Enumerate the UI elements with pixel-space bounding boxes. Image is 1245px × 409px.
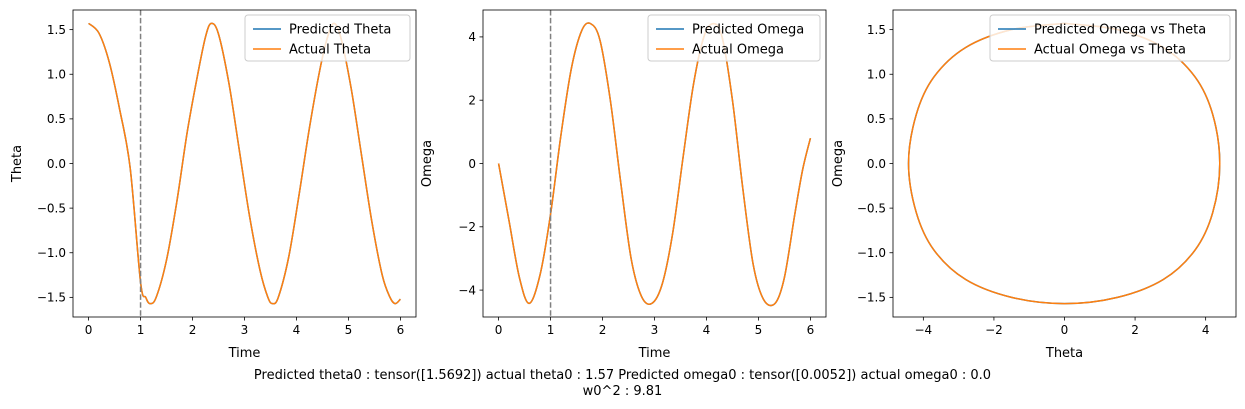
x-tick-label: −4: [914, 323, 932, 337]
y-tick-label: −1.5: [37, 291, 66, 305]
x-tick-label: 0: [85, 323, 93, 337]
y-tick-label: −1.0: [857, 246, 886, 260]
x-tick-label: 4: [703, 323, 711, 337]
x-tick-label: 0: [1061, 323, 1069, 337]
y-tick-label: −4: [458, 283, 476, 297]
legend: Predicted Theta Actual Theta: [244, 14, 411, 62]
chart-panel-1: 0 1 2 3 4 5 6 1.5 1.0 0.5 0.0 −0.5 −1.0 −1.5 Time Theta…: [10, 9, 417, 361]
legend-label: Actual Theta: [289, 43, 371, 58]
x-tick-label: 4: [1202, 323, 1210, 337]
legend-box: [989, 14, 1231, 62]
x-axis-label: Time: [638, 346, 671, 361]
chart-panel-3: −4 −2 0 2 4 1.5 1.0 0.5 0.0 −0.5 −1.0 −1.5 Theta Omeg…: [831, 9, 1237, 361]
y-tick-label: 2: [468, 94, 476, 108]
y-tick-label: −1.5: [857, 291, 886, 305]
y-tick-label: 1.5: [47, 23, 66, 37]
y-tick-label: −1.0: [37, 246, 66, 260]
x-axis-label: Theta: [1045, 346, 1083, 361]
chart-panel-2: 0 1 2 3 4 5 6 4 2 0 −2 −4 Time Omega Predicted Omega Ac…: [420, 9, 827, 361]
x-tick-label: 3: [651, 323, 659, 337]
y-tick-label: 0.5: [47, 112, 66, 126]
y-axis-label: Omega: [831, 140, 846, 187]
legend-label: Actual Omega vs Theta: [1034, 43, 1186, 58]
series-line-actual: [907, 22, 1221, 305]
x-axis-label: Time: [228, 346, 261, 361]
legend-box: [244, 14, 411, 62]
x-tick-label: 2: [1131, 323, 1139, 337]
y-tick-label: 0: [468, 157, 476, 171]
legend-label: Predicted Omega: [692, 23, 804, 38]
x-tick-label: 5: [345, 323, 353, 337]
x-tick-label: −2: [985, 323, 1003, 337]
y-tick-label: −0.5: [37, 201, 66, 215]
x-tick-label: 6: [807, 323, 815, 337]
y-tick-label: 0.0: [47, 157, 66, 171]
series-line-predicted: [88, 22, 401, 305]
x-tick-label: 4: [293, 323, 301, 337]
legend-box: [647, 14, 821, 62]
legend: Predicted Omega Actual Omega: [647, 14, 821, 62]
x-tick-label: 1: [547, 323, 555, 337]
legend: Predicted Omega vs Theta Actual Omega vs …: [989, 14, 1231, 62]
x-tick-label: 6: [397, 323, 405, 337]
series-line-actual: [88, 22, 401, 305]
x-tick-label: 2: [189, 323, 197, 337]
legend-label: Predicted Theta: [289, 23, 391, 38]
y-tick-label: −0.5: [857, 201, 886, 215]
y-axis-label: Theta: [10, 145, 25, 183]
y-tick-label: 1.0: [867, 68, 886, 82]
x-tick-label: 2: [599, 323, 607, 337]
y-tick-label: −2: [458, 220, 476, 234]
y-tick-label: 1.0: [47, 68, 66, 82]
x-tick-label: 1: [137, 323, 145, 337]
x-tick-label: 5: [755, 323, 763, 337]
x-tick-label: 3: [241, 323, 249, 337]
series-line-predicted: [497, 22, 812, 307]
y-tick-label: 4: [468, 30, 476, 44]
caption-line-2: w0^2 : 9.81: [582, 384, 663, 399]
y-tick-label: 1.5: [867, 23, 886, 37]
series-line-predicted: [907, 22, 1221, 305]
y-axis-label: Omega: [420, 140, 435, 187]
y-tick-label: 0.5: [867, 112, 886, 126]
series-line-actual: [497, 22, 812, 307]
legend-label: Predicted Omega vs Theta: [1034, 23, 1206, 38]
x-tick-label: 0: [495, 323, 503, 337]
legend-label: Actual Omega: [692, 43, 784, 58]
y-tick-label: 0.0: [867, 157, 886, 171]
caption-line-1: Predicted theta0 : tensor([1.5692]) actu…: [253, 368, 992, 383]
